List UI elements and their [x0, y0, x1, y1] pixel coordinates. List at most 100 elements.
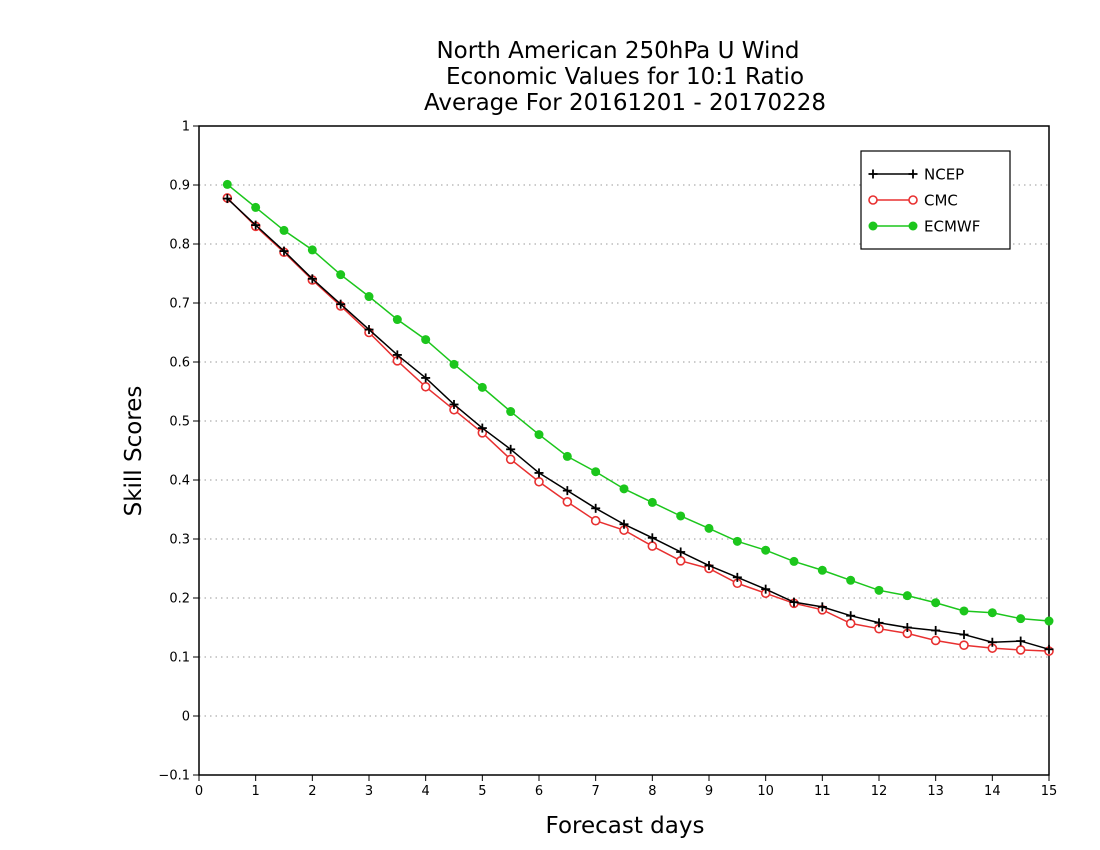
x-tick-label: 14 [984, 784, 1001, 799]
data-point-cmc [505, 454, 516, 465]
x-tick-label: 2 [308, 784, 316, 799]
data-point-ncep [392, 350, 402, 360]
data-point-ecmwf [789, 556, 799, 566]
legend-items: NCEP CMC ECMWF [868, 166, 980, 236]
series-line-ncep [226, 198, 1050, 651]
data-point-ncep [619, 519, 629, 529]
chart-title-line-3: Average For 20161201 - 20170228 [424, 90, 826, 116]
data-point-cmc [534, 476, 544, 487]
series-line-ecmwf [226, 183, 1050, 622]
y-tick-label: 0.4 [169, 474, 190, 489]
legend-marker [868, 195, 878, 205]
y-tick-label: 0.3 [169, 533, 190, 548]
legend-marker [908, 221, 918, 231]
data-point-ecmwf [902, 591, 912, 601]
legend-item-ecmwf: ECMWF [868, 218, 980, 236]
data-point-ecmwf [761, 545, 771, 555]
data-point-ecmwf [1016, 614, 1026, 624]
data-point-ncep [421, 373, 431, 383]
data-point-ncep [959, 630, 969, 640]
data-point-ecmwf [222, 179, 232, 189]
data-point-ecmwf [279, 225, 289, 235]
data-point-ecmwf [874, 585, 884, 595]
data-point-ncep [704, 561, 714, 571]
data-point-ecmwf [647, 497, 657, 507]
data-point-ncep [251, 220, 261, 230]
data-point-ecmwf [251, 202, 261, 212]
data-point-ecmwf [846, 575, 856, 585]
data-point-ecmwf [364, 292, 374, 302]
x-tick-label: 9 [705, 784, 713, 799]
data-point-cmc [562, 497, 573, 507]
data-point-ncep [591, 503, 601, 513]
x-tick-label: 0 [195, 784, 203, 799]
y-tick-label: 0.1 [169, 651, 190, 666]
data-point-ncep [307, 274, 317, 284]
data-point-ncep [676, 547, 686, 557]
legend-item-cmc: CMC [868, 192, 958, 210]
data-point-ncep [506, 444, 516, 454]
chart-title-line-2: Economic Values for 10:1 Ratio [446, 64, 804, 90]
x-tick-label: 4 [422, 784, 430, 799]
data-point-cmc [675, 556, 686, 566]
data-point-ncep [846, 611, 856, 621]
y-tick-label: 0.6 [169, 356, 190, 371]
data-point-ecmwf [449, 359, 459, 369]
x-tick-label: 13 [927, 784, 944, 799]
y-tick-label: 0.2 [169, 592, 190, 607]
x-tick-label: 3 [365, 784, 373, 799]
series-ncep [222, 194, 1054, 654]
legend-marker [868, 221, 878, 231]
ticks: −0.100.10.20.30.40.50.60.70.80.910 1 2 3 4 5 6… [158, 120, 1057, 800]
data-point-ecmwf [959, 606, 969, 616]
x-tick-label: 1 [252, 784, 260, 799]
data-point-ncep [1044, 644, 1054, 654]
data-point-ncep [534, 468, 544, 478]
data-point-ecmwf [562, 451, 572, 461]
x-tick-label: 5 [478, 784, 486, 799]
y-tick-label: 0.7 [169, 297, 190, 312]
series-cmc [222, 193, 1054, 656]
data-point-ecmwf [704, 523, 714, 533]
data-point-ncep [789, 597, 799, 607]
data-point-cmc [845, 618, 856, 629]
y-tick-label: 0.9 [169, 179, 190, 194]
data-point-ncep [364, 325, 374, 335]
plot-frame [198, 125, 1050, 776]
data-point-ecmwf [987, 608, 997, 618]
data-point-cmc [647, 541, 658, 551]
data-point-cmc [420, 381, 431, 392]
data-point-ecmwf [1044, 616, 1054, 626]
data-point-ecmwf [817, 565, 827, 575]
data-point-ncep [817, 602, 827, 612]
x-tick-label: 11 [814, 784, 831, 799]
x-tick-label: 10 [757, 784, 774, 799]
series-ecmwf [222, 179, 1054, 626]
legend-label: NCEP [924, 166, 964, 184]
legend-item-ncep: NCEP [868, 166, 964, 184]
data-point-ncep [279, 246, 289, 256]
legend: NCEP CMC ECMWF [860, 150, 1011, 250]
data-point-ecmwf [619, 484, 629, 494]
x-tick-label: 15 [1041, 784, 1058, 799]
data-point-ecmwf [506, 407, 516, 417]
legend-marker [908, 169, 918, 179]
data-point-ncep [761, 584, 771, 594]
data-point-ecmwf [732, 536, 742, 546]
x-tick-label: 6 [535, 784, 543, 799]
data-point-ncep [1016, 636, 1026, 646]
legend-marker [908, 195, 918, 205]
y-tick-label: 0.8 [169, 238, 190, 253]
data-point-cmc [930, 635, 941, 646]
y-tick-label: −0.1 [158, 769, 190, 784]
data-point-ecmwf [591, 467, 601, 477]
data-point-ncep [336, 299, 346, 309]
data-point-ecmwf [392, 315, 402, 325]
y-tick-label: 0 [182, 710, 190, 725]
data-point-ncep [931, 625, 941, 635]
data-point-ecmwf [336, 270, 346, 280]
x-tick-label: 8 [648, 784, 656, 799]
data-point-ncep [647, 533, 657, 543]
x-tick-label: 7 [592, 784, 600, 799]
